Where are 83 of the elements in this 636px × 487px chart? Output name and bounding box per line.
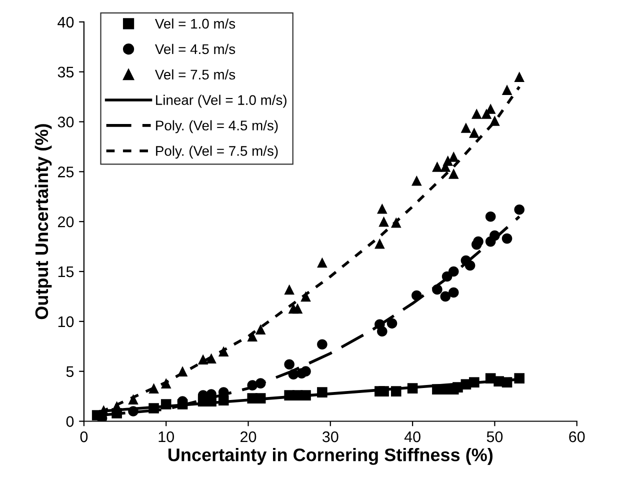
y-tick-label: 0 (66, 416, 74, 427)
point (378, 216, 389, 227)
point (317, 339, 328, 350)
x-tick-label: 20 (240, 431, 256, 442)
point (255, 378, 266, 388)
point (442, 156, 454, 166)
point (377, 326, 388, 337)
point (284, 284, 294, 295)
point (300, 291, 311, 302)
y-tick-label: 25 (58, 166, 74, 178)
point (374, 238, 385, 249)
point (469, 128, 480, 138)
y-tick-label: 35 (58, 66, 74, 78)
x-tick-label: 60 (569, 431, 585, 442)
point (128, 406, 138, 416)
point (247, 331, 258, 342)
point (412, 176, 422, 186)
legend-label: Poly. (Vel = 4.5 m/s) (156, 120, 278, 134)
point (440, 291, 451, 302)
y-axis-title: Output Uncertainty (%) (34, 124, 52, 320)
x-tick-label: 10 (158, 431, 174, 442)
point (469, 377, 480, 388)
point (292, 303, 303, 314)
point (432, 162, 442, 172)
point (448, 152, 459, 162)
point (198, 354, 208, 365)
point (460, 122, 472, 133)
point (218, 346, 229, 357)
x-tick-label: 0 (80, 431, 88, 442)
legend-label: Vel = 1.0 m/s (154, 18, 236, 29)
point (502, 84, 512, 95)
point (128, 394, 138, 404)
point (284, 359, 294, 370)
point (255, 393, 266, 404)
point (502, 233, 512, 244)
y-tick-label: 40 (58, 16, 74, 28)
point (502, 377, 512, 388)
point (390, 386, 402, 396)
x-tick-label: 50 (486, 431, 503, 442)
x-tick-label: 40 (404, 431, 420, 442)
y-tick-label: 5 (66, 366, 74, 378)
point (378, 386, 389, 396)
point (448, 168, 459, 179)
point (448, 266, 459, 277)
point (112, 401, 122, 412)
point (407, 383, 418, 394)
point (386, 318, 398, 329)
point (317, 387, 328, 398)
point (377, 203, 388, 214)
point (448, 287, 459, 298)
y-tick-label: 10 (58, 316, 74, 328)
x-tick-label: 30 (322, 431, 338, 442)
point (255, 324, 266, 335)
point (390, 217, 402, 228)
point (148, 403, 159, 414)
point (160, 399, 172, 410)
point (490, 116, 500, 126)
point (514, 373, 524, 384)
y-tick-label: 30 (58, 116, 74, 128)
point (485, 211, 496, 222)
x-axis-title: Uncertainty in Cornering Stiffness (%) (168, 448, 493, 465)
legend-label: Poly. (Vel = 7.5 m/s) (156, 146, 278, 159)
point (317, 257, 328, 268)
point (471, 108, 482, 119)
point (300, 366, 311, 376)
point (464, 260, 476, 271)
point (473, 236, 484, 247)
point (247, 380, 258, 390)
point (490, 230, 500, 241)
y-tick-label: 20 (58, 216, 74, 228)
point (514, 204, 524, 215)
point (160, 378, 172, 388)
point (514, 72, 524, 82)
y-tick-label: 15 (58, 266, 74, 278)
legend-label: Vel = 4.5 m/s (154, 44, 236, 54)
point (432, 284, 442, 295)
point (206, 353, 216, 364)
point (300, 390, 311, 400)
point (148, 383, 159, 394)
point (177, 366, 188, 376)
legend-label: Vel = 7.5 m/s (154, 69, 236, 80)
legend-label: Linear (Vel = 1.0 m/s) (156, 94, 286, 108)
point (412, 290, 422, 301)
